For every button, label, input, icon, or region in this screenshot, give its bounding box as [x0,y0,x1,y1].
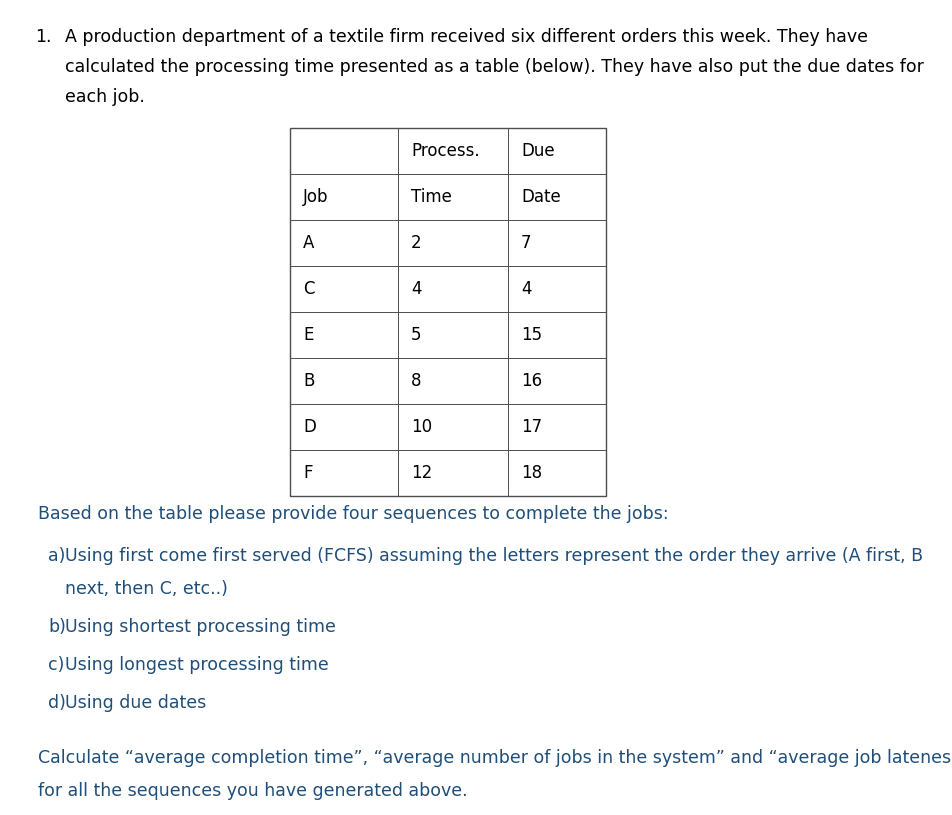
Text: 12: 12 [411,464,432,482]
Text: Using shortest processing time: Using shortest processing time [65,618,336,636]
Text: 2: 2 [411,234,422,252]
Text: 8: 8 [411,372,422,390]
Text: Due: Due [521,142,555,160]
Text: Using longest processing time: Using longest processing time [65,656,328,674]
Text: F: F [303,464,312,482]
Text: Time: Time [411,188,452,206]
Text: 17: 17 [521,418,542,436]
Text: 15: 15 [521,326,542,344]
Text: each job.: each job. [65,88,145,106]
Text: A production department of a textile firm received six different orders this wee: A production department of a textile fir… [65,28,868,46]
Text: 16: 16 [521,372,542,390]
Text: Process.: Process. [411,142,480,160]
Text: next, then C, etc..): next, then C, etc..) [65,580,228,598]
Text: D: D [303,418,316,436]
Text: 5: 5 [411,326,422,344]
Text: 7: 7 [521,234,531,252]
Text: a): a) [48,547,66,565]
Text: 10: 10 [411,418,432,436]
Text: c): c) [48,656,65,674]
Text: d): d) [48,694,66,712]
Text: b): b) [48,618,66,636]
Text: Job: Job [303,188,328,206]
Text: A: A [303,234,314,252]
Text: calculated the processing time presented as a table (below). They have also put : calculated the processing time presented… [65,58,923,76]
Text: C: C [303,280,314,298]
Text: Using first come first served (FCFS) assuming the letters represent the order th: Using first come first served (FCFS) ass… [65,547,923,565]
Bar [290,128,606,496]
Text: Based on the table please provide four sequences to complete the jobs:: Based on the table please provide four s… [38,505,668,523]
Text: 1.: 1. [35,28,51,46]
Text: 4: 4 [521,280,531,298]
Text: 4: 4 [411,280,422,298]
Text: Date: Date [521,188,561,206]
Text: for all the sequences you have generated above.: for all the sequences you have generated… [38,782,467,800]
Text: Calculate “average completion time”, “average number of jobs in the system” and : Calculate “average completion time”, “av… [38,749,952,767]
Text: 18: 18 [521,464,542,482]
Text: Using due dates: Using due dates [65,694,207,712]
Text: B: B [303,372,314,390]
Text: E: E [303,326,313,344]
